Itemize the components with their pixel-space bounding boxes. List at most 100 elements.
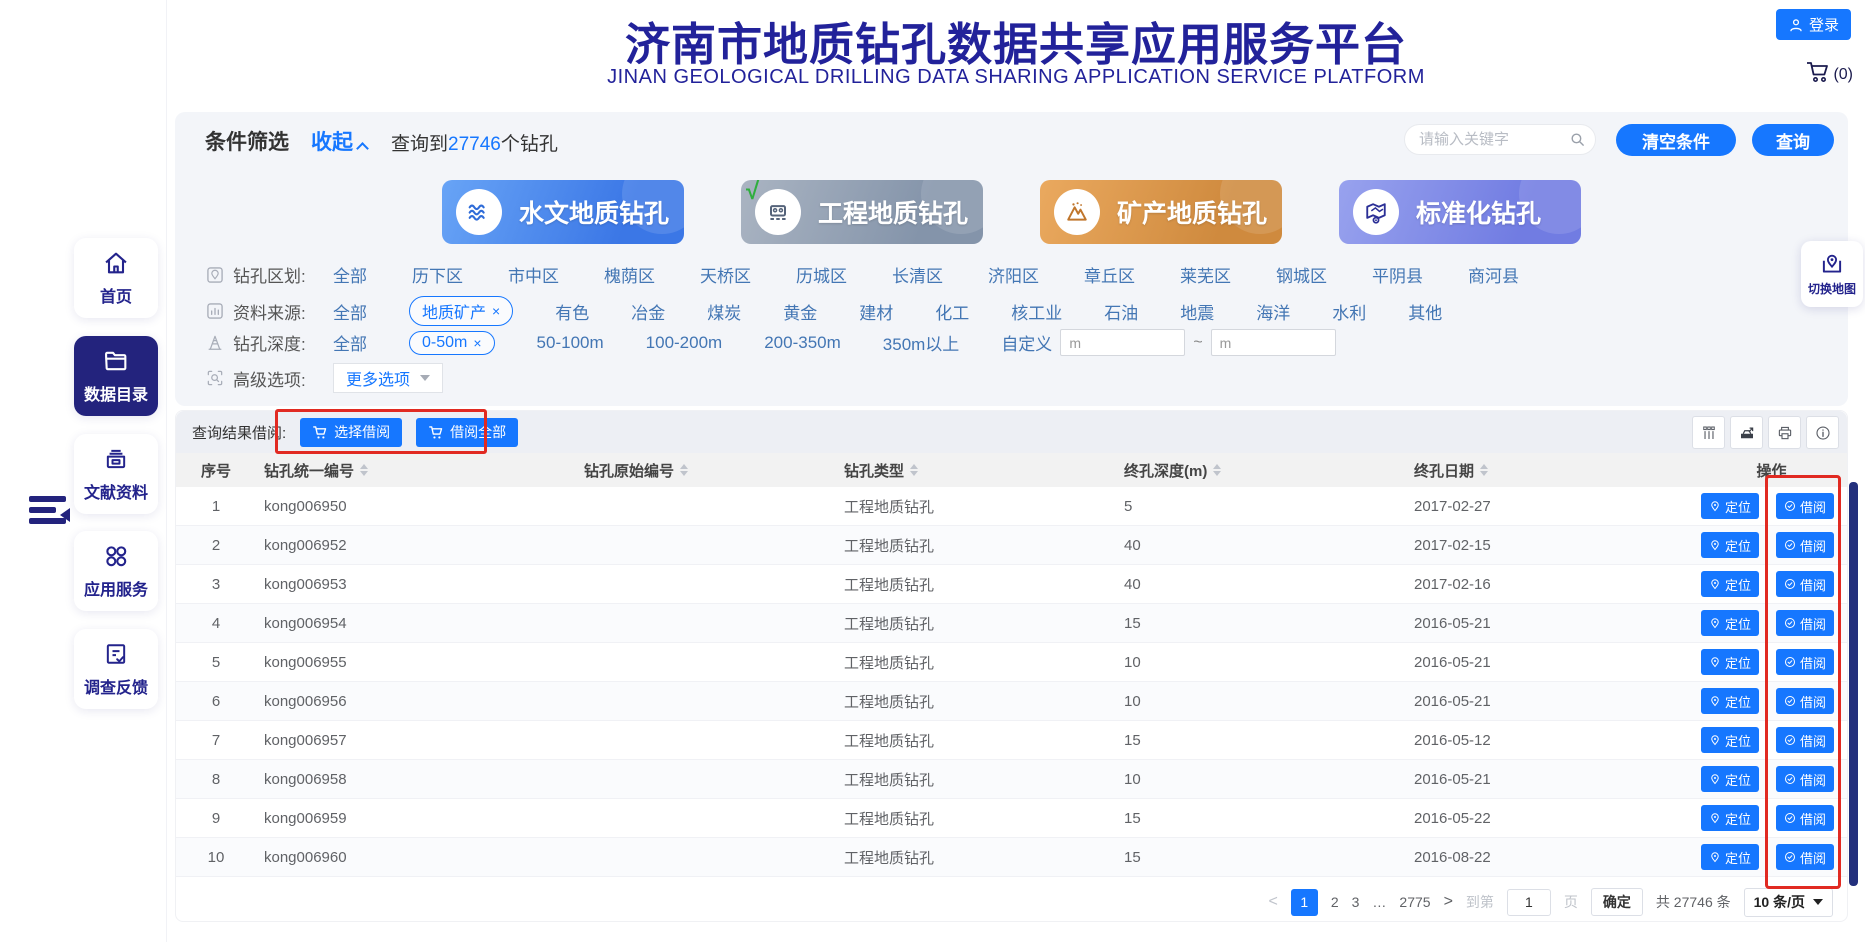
region-option[interactable]: 天桥区 [700, 267, 751, 286]
sort-control[interactable] [1480, 464, 1489, 476]
locate-button[interactable]: 定位 [1701, 610, 1759, 636]
source-option[interactable]: 煤炭 [707, 303, 742, 323]
results-toolbar: 查询结果借阅: 选择借阅 借阅全部 [176, 409, 1847, 454]
region-option[interactable]: 历下区 [412, 267, 463, 286]
sidebar-collapse-handle[interactable] [29, 496, 73, 534]
sidebar-item-app-services[interactable]: 应用服务 [74, 531, 158, 611]
export-button[interactable] [1730, 416, 1763, 449]
sort-control[interactable] [360, 464, 369, 476]
locate-button[interactable]: 定位 [1701, 649, 1759, 675]
page-button[interactable]: 3 [1351, 894, 1360, 910]
print-button[interactable] [1768, 416, 1801, 449]
source-option[interactable]: 水利 [1332, 303, 1367, 323]
depth-min-input[interactable] [1060, 329, 1186, 356]
source-option[interactable]: 石油 [1104, 303, 1139, 323]
prev-page-button[interactable]: < [1268, 893, 1278, 910]
depth-option-all[interactable]: 全部 [333, 335, 367, 354]
locate-button[interactable]: 定位 [1701, 532, 1759, 558]
page-button-active[interactable]: 1 [1290, 888, 1318, 916]
depth-option[interactable]: 100-200m [645, 332, 723, 352]
custom-depth-label[interactable]: 自定义 [1001, 335, 1053, 354]
source-option[interactable]: 海洋 [1256, 303, 1291, 323]
jump-prefix: 到第 [1465, 894, 1494, 910]
category-hydrogeology-button[interactable]: 水文地质钻孔 [442, 180, 684, 244]
region-option[interactable]: 莱芜区 [1180, 267, 1231, 286]
cart-button[interactable]: (0) [1805, 60, 1853, 84]
source-option[interactable]: 化工 [935, 303, 970, 323]
login-button[interactable]: 登录 [1775, 9, 1851, 40]
region-option[interactable]: 长清区 [892, 267, 943, 286]
locate-button[interactable]: 定位 [1701, 766, 1759, 792]
sidebar-item-literature[interactable]: 文献资料 [74, 434, 158, 514]
region-option[interactable]: 济阳区 [988, 267, 1039, 286]
borrow-button[interactable]: 借阅 [1776, 571, 1834, 597]
more-options-dropdown[interactable]: 更多选项 [333, 363, 444, 393]
page-size-select[interactable]: 10 条/页 [1743, 887, 1833, 917]
depth-option[interactable]: 50-100m [536, 332, 604, 352]
clear-conditions-button[interactable]: 清空条件 [1616, 124, 1736, 156]
depth-option[interactable]: 350m以上 [882, 335, 960, 354]
sidebar-item-data-catalog[interactable]: 数据目录 [74, 336, 158, 416]
region-option[interactable]: 钢城区 [1276, 267, 1327, 286]
locate-button[interactable]: 定位 [1701, 571, 1759, 597]
region-option[interactable]: 章丘区 [1084, 267, 1135, 286]
page-jump-input[interactable] [1506, 888, 1551, 916]
search-input[interactable] [1404, 124, 1596, 155]
sidebar-item-feedback[interactable]: 调查反馈 [74, 629, 158, 709]
query-button[interactable]: 查询 [1752, 124, 1834, 156]
source-selected-tag[interactable]: 地质矿产 × [409, 296, 514, 326]
borrow-button[interactable]: 借阅 [1776, 688, 1834, 714]
region-option[interactable]: 历城区 [796, 267, 847, 286]
collapse-filters-link[interactable]: 收起 [311, 126, 369, 156]
source-option-all[interactable]: 全部 [333, 303, 367, 323]
remove-tag-icon[interactable]: × [473, 334, 482, 351]
source-option[interactable]: 黄金 [783, 303, 818, 323]
remove-tag-icon[interactable]: × [492, 303, 501, 319]
category-standardized-button[interactable]: 标准化钻孔 [1339, 180, 1581, 244]
borrow-button[interactable]: 借阅 [1776, 805, 1834, 831]
next-page-button[interactable]: > [1443, 893, 1453, 910]
select-borrow-button[interactable]: 选择借阅 [300, 417, 403, 447]
sidebar-item-home[interactable]: 首页 [74, 238, 158, 318]
region-option[interactable]: 商河县 [1468, 267, 1519, 286]
region-option[interactable]: 平阴县 [1372, 267, 1423, 286]
borrow-all-button[interactable]: 借阅全部 [416, 417, 519, 447]
borrow-button[interactable]: 借阅 [1776, 610, 1834, 636]
locate-button[interactable]: 定位 [1701, 727, 1759, 753]
region-option[interactable]: 市中区 [508, 267, 559, 286]
source-option[interactable]: 其他 [1408, 303, 1443, 323]
source-option[interactable]: 地震 [1180, 303, 1215, 323]
export-icon [1740, 427, 1753, 438]
table-scrollbar[interactable] [1849, 482, 1858, 886]
confirm-page-button[interactable]: 确定 [1590, 888, 1643, 916]
depth-max-input[interactable] [1210, 329, 1336, 356]
borrow-button[interactable]: 借阅 [1776, 766, 1834, 792]
category-engineering-button[interactable]: √ 工程地质钻孔 [741, 180, 983, 244]
page-button[interactable]: 2 [1330, 894, 1339, 910]
borrow-button[interactable]: 借阅 [1776, 532, 1834, 558]
region-option[interactable]: 槐荫区 [604, 267, 655, 286]
locate-button[interactable]: 定位 [1701, 844, 1759, 870]
depth-selected-tag[interactable]: 0-50m × [409, 330, 495, 355]
depth-option[interactable]: 200-350m [764, 332, 841, 352]
borrow-button[interactable]: 借阅 [1776, 844, 1834, 870]
source-option[interactable]: 冶金 [631, 303, 666, 323]
locate-button[interactable]: 定位 [1701, 493, 1759, 519]
switch-map-button[interactable]: 切换地图 [1801, 241, 1863, 307]
sort-control[interactable] [1213, 464, 1222, 476]
borrow-button[interactable]: 借阅 [1776, 493, 1834, 519]
source-option[interactable]: 有色 [555, 303, 590, 323]
column-settings-button[interactable] [1692, 416, 1725, 449]
region-option-all[interactable]: 全部 [333, 267, 367, 286]
borrow-button[interactable]: 借阅 [1776, 649, 1834, 675]
sort-control[interactable] [910, 464, 919, 476]
source-option[interactable]: 核工业 [1011, 303, 1063, 323]
info-button[interactable] [1806, 416, 1839, 449]
borrow-button[interactable]: 借阅 [1776, 727, 1834, 753]
locate-button[interactable]: 定位 [1701, 688, 1759, 714]
source-option[interactable]: 建材 [859, 303, 894, 323]
sort-control[interactable] [680, 464, 689, 476]
category-mineral-button[interactable]: 矿产地质钻孔 [1040, 180, 1282, 244]
page-button[interactable]: 2775 [1399, 894, 1431, 910]
locate-button[interactable]: 定位 [1701, 805, 1759, 831]
